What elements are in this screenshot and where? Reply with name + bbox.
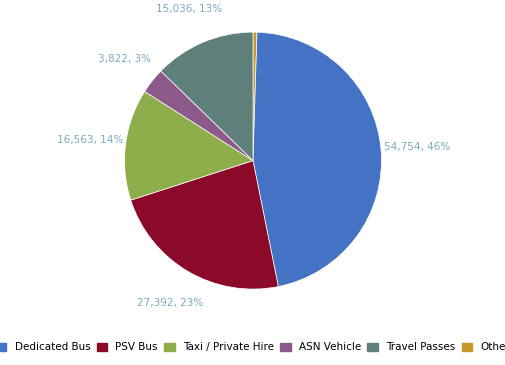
Wedge shape xyxy=(130,161,278,289)
Text: 27,392, 23%: 27,392, 23% xyxy=(136,297,203,308)
Wedge shape xyxy=(124,92,252,200)
Legend: Dedicated Bus, PSV Bus, Taxi / Private Hire, ASN Vehicle, Travel Passes, Other: Dedicated Bus, PSV Bus, Taxi / Private H… xyxy=(0,341,505,354)
Wedge shape xyxy=(252,32,257,161)
Wedge shape xyxy=(252,32,381,287)
Text: 587, 1%: 587, 1% xyxy=(234,0,277,1)
Text: 15,036, 13%: 15,036, 13% xyxy=(156,4,222,14)
Wedge shape xyxy=(161,32,252,161)
Wedge shape xyxy=(144,71,252,161)
Text: 16,563, 14%: 16,563, 14% xyxy=(57,135,123,145)
Text: 54,754, 46%: 54,754, 46% xyxy=(383,142,449,152)
Text: 3,822, 3%: 3,822, 3% xyxy=(97,54,150,64)
